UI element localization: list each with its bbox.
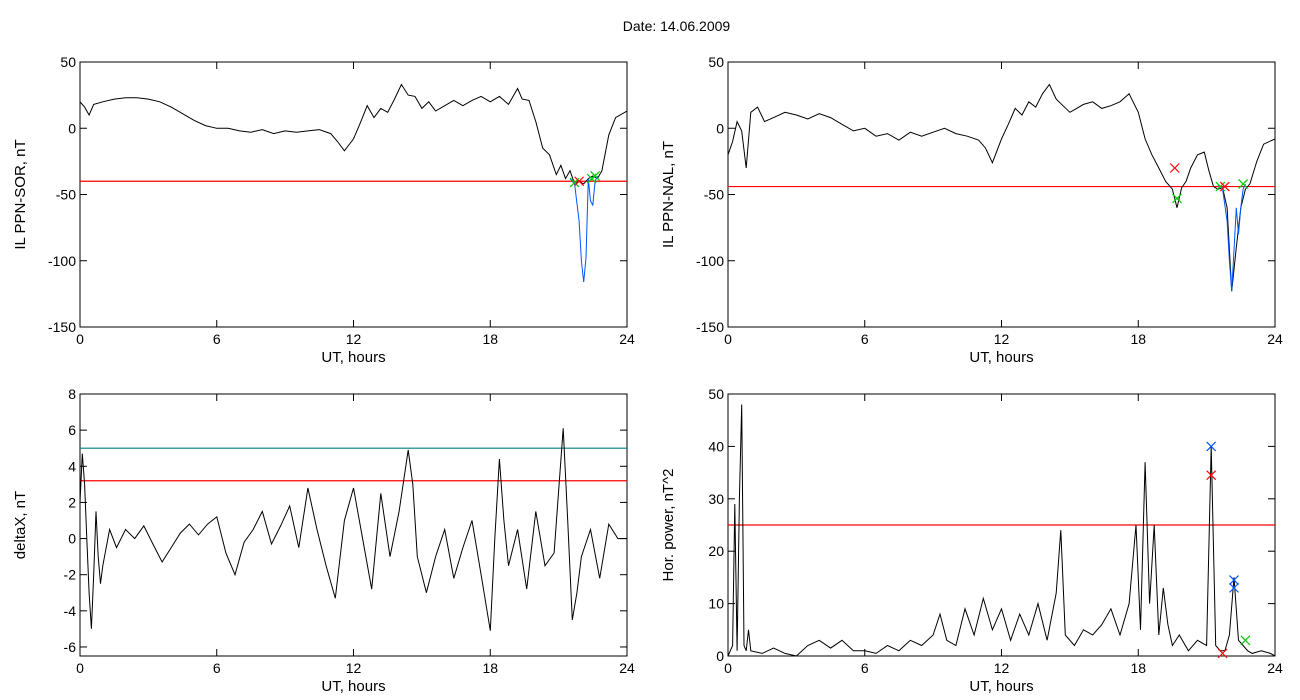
y-tick-label: 6 xyxy=(68,422,76,438)
y-tick-label: -150 xyxy=(48,319,76,335)
x-axis-label: UT, hours xyxy=(321,349,385,366)
y-tick-label: -50 xyxy=(56,187,76,203)
x-tick-label: 12 xyxy=(346,331,362,347)
x-axis-label: UT, hours xyxy=(969,349,1033,366)
event-marker-stroke xyxy=(1206,470,1217,481)
x-tick-label: 6 xyxy=(213,331,221,347)
event-marker xyxy=(1172,193,1182,204)
y-tick-label: 20 xyxy=(708,543,724,559)
y-tick-label: -150 xyxy=(696,319,724,335)
y-tick-label: 10 xyxy=(708,596,724,612)
event-marker xyxy=(1206,470,1217,481)
x-tick-label: 6 xyxy=(861,331,869,347)
x-tick-label: 12 xyxy=(994,660,1010,676)
event-marker xyxy=(1206,441,1217,452)
y-tick-label: 40 xyxy=(708,438,724,454)
chart-date-title: Date: 14.06.2009 xyxy=(622,18,731,34)
x-tick-label: 18 xyxy=(1130,331,1146,347)
x-tick-label: 18 xyxy=(482,331,498,347)
chart-panel-1: 0 6 12 18 24 -150 -100 -50 0 50 UT, hours IL PPN-SO… xyxy=(12,54,635,366)
event-marker-stroke xyxy=(590,171,601,181)
event-marker-stroke xyxy=(1229,575,1239,585)
event-marker-stroke xyxy=(574,176,585,187)
x-tick-label: 12 xyxy=(346,660,362,676)
event-marker-stroke xyxy=(1238,178,1249,189)
event-marker-stroke xyxy=(1219,181,1230,192)
y-tick-label: 0 xyxy=(716,648,724,664)
x-axis-label: UT, hours xyxy=(969,678,1033,695)
event-marker-stroke xyxy=(1217,648,1228,659)
series-line-1 xyxy=(728,404,1275,656)
y-tick-label: 2 xyxy=(68,494,76,510)
event-marker-stroke xyxy=(1240,635,1251,646)
y-tick-label: 4 xyxy=(68,458,76,474)
event-marker xyxy=(1240,635,1251,646)
event-marker-stroke xyxy=(1169,163,1180,173)
y-tick-label: 0 xyxy=(716,120,724,136)
x-tick-label: 0 xyxy=(76,331,84,347)
x-tick-label: 24 xyxy=(1267,331,1283,347)
x-axis-label: UT, hours xyxy=(321,678,385,695)
series-line-1 xyxy=(80,83,627,185)
y-tick-label: -100 xyxy=(696,253,724,269)
plot-frame xyxy=(727,61,1276,328)
y-tick-label: 50 xyxy=(708,54,724,70)
event-marker-stroke xyxy=(1215,181,1226,192)
y-tick-label: 30 xyxy=(708,491,724,507)
y-tick-label: -100 xyxy=(48,253,76,269)
y-tick-label: -2 xyxy=(64,567,77,583)
y-tick-label: 8 xyxy=(68,386,76,402)
event-marker xyxy=(1217,648,1228,659)
event-marker xyxy=(1219,181,1230,192)
chart-panel-2: 0 6 12 18 24 -150 -100 -50 0 50 UT, hours IL PPN-NA… xyxy=(660,54,1283,366)
y-axis-label: Hor. power, nT^2 xyxy=(660,469,677,582)
y-tick-label: -50 xyxy=(704,187,724,203)
series-line-1 xyxy=(80,428,627,631)
series-line-2 xyxy=(1217,183,1246,292)
event-marker xyxy=(1169,163,1180,173)
x-tick-label: 24 xyxy=(1267,660,1283,676)
series-line-2 xyxy=(569,175,598,282)
x-tick-label: 18 xyxy=(482,660,498,676)
event-marker xyxy=(1229,575,1239,585)
y-tick-label: -4 xyxy=(64,603,77,619)
x-tick-label: 24 xyxy=(619,660,635,676)
y-axis-label: IL PPN-SOR, nT xyxy=(12,139,29,249)
series-line-1 xyxy=(728,83,1275,292)
event-marker xyxy=(1215,181,1226,192)
event-marker xyxy=(1238,178,1249,189)
x-tick-label: 12 xyxy=(994,331,1010,347)
x-tick-label: 0 xyxy=(724,331,732,347)
y-axis-label: deltaX, nT xyxy=(12,491,29,559)
event-marker-stroke xyxy=(1172,193,1182,204)
x-tick-label: 6 xyxy=(213,660,221,676)
plot-frame xyxy=(79,61,628,328)
event-marker-stroke xyxy=(1229,582,1239,593)
y-tick-label: 0 xyxy=(68,531,76,547)
x-tick-label: 6 xyxy=(861,660,869,676)
x-tick-label: 18 xyxy=(1130,660,1146,676)
x-tick-label: 0 xyxy=(724,660,732,676)
y-axis-label: IL PPN-NAL, nT xyxy=(660,141,677,248)
y-tick-label: -6 xyxy=(64,639,77,655)
event-marker-stroke xyxy=(1206,441,1217,452)
plot-frame xyxy=(79,393,628,657)
event-marker xyxy=(590,171,601,181)
event-marker xyxy=(1229,582,1239,593)
chart-panel-4: 0 6 12 18 24 0 10 20 30 40 50 UT, hours Hor. power, … xyxy=(660,386,1283,695)
y-tick-label: 0 xyxy=(68,120,76,136)
y-tick-label: 50 xyxy=(708,386,724,402)
x-tick-label: 0 xyxy=(76,660,84,676)
y-tick-label: 50 xyxy=(60,54,76,70)
event-marker xyxy=(574,176,585,187)
x-tick-label: 24 xyxy=(619,331,635,347)
